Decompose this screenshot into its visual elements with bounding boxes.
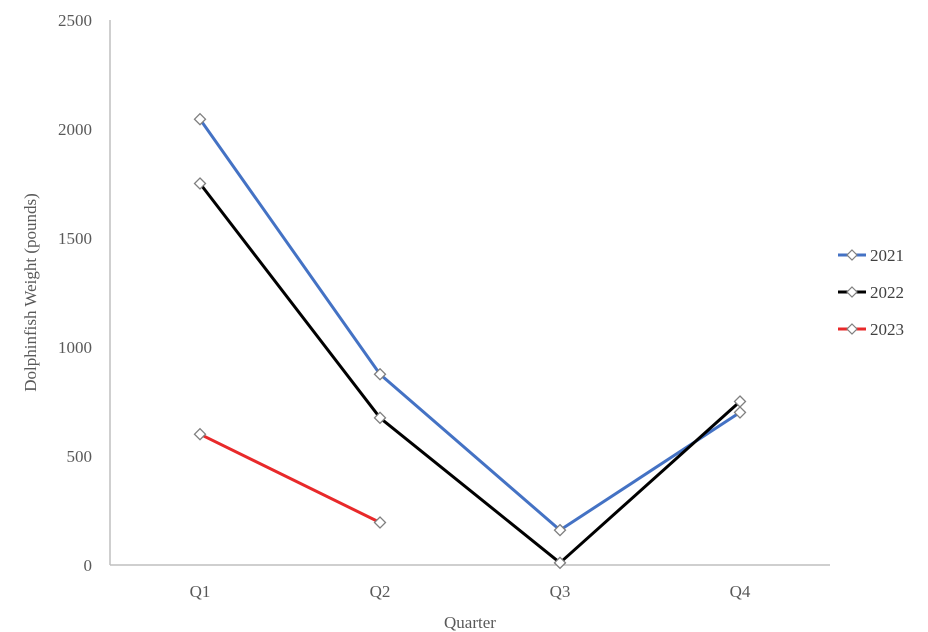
series-line (198, 182, 742, 565)
data-point (553, 556, 567, 570)
series-2022 (193, 177, 747, 570)
x-tick-label: Q2 (370, 582, 391, 601)
y-tick-label: 2000 (58, 120, 92, 139)
y-tick-label: 0 (84, 556, 93, 575)
legend-item: 2022 (838, 283, 904, 302)
legend-marker (846, 286, 858, 298)
x-tick-label: Q4 (730, 582, 751, 601)
data-point (733, 395, 747, 408)
axes (109, 20, 830, 566)
x-tick-label: Q1 (190, 582, 211, 601)
data-point (373, 367, 387, 381)
y-tick-label: 2500 (58, 11, 92, 30)
legend: 2021 2022 2023 (838, 246, 904, 339)
series-2023 (193, 427, 387, 529)
legend-marker (846, 323, 858, 335)
y-tick-labels: 0 500 1000 1500 2000 2500 (58, 11, 92, 575)
series-line (198, 118, 741, 532)
data-point (193, 427, 207, 441)
x-tick-labels: Q1 Q2 Q3 Q4 (190, 582, 751, 601)
data-point (373, 411, 387, 425)
y-tick-label: 500 (67, 447, 93, 466)
x-tick-label: Q3 (550, 582, 571, 601)
series-2021 (193, 112, 747, 537)
y-tick-label: 1000 (58, 338, 92, 357)
legend-label: 2022 (870, 283, 904, 302)
data-point (193, 177, 207, 190)
data-point (733, 405, 747, 419)
y-axis-title: Dolphinfish Weight (pounds) (21, 193, 40, 392)
data-point (553, 523, 567, 537)
legend-marker (846, 249, 858, 261)
x-axis-title: Quarter (444, 613, 496, 632)
y-tick-label: 1500 (58, 229, 92, 248)
legend-label: 2023 (870, 320, 904, 339)
data-point (373, 516, 387, 529)
legend-item: 2021 (838, 246, 904, 265)
legend-item: 2023 (838, 320, 904, 339)
series-line (199, 432, 381, 524)
series (193, 112, 747, 570)
legend-label: 2021 (870, 246, 904, 265)
data-point (193, 112, 207, 126)
